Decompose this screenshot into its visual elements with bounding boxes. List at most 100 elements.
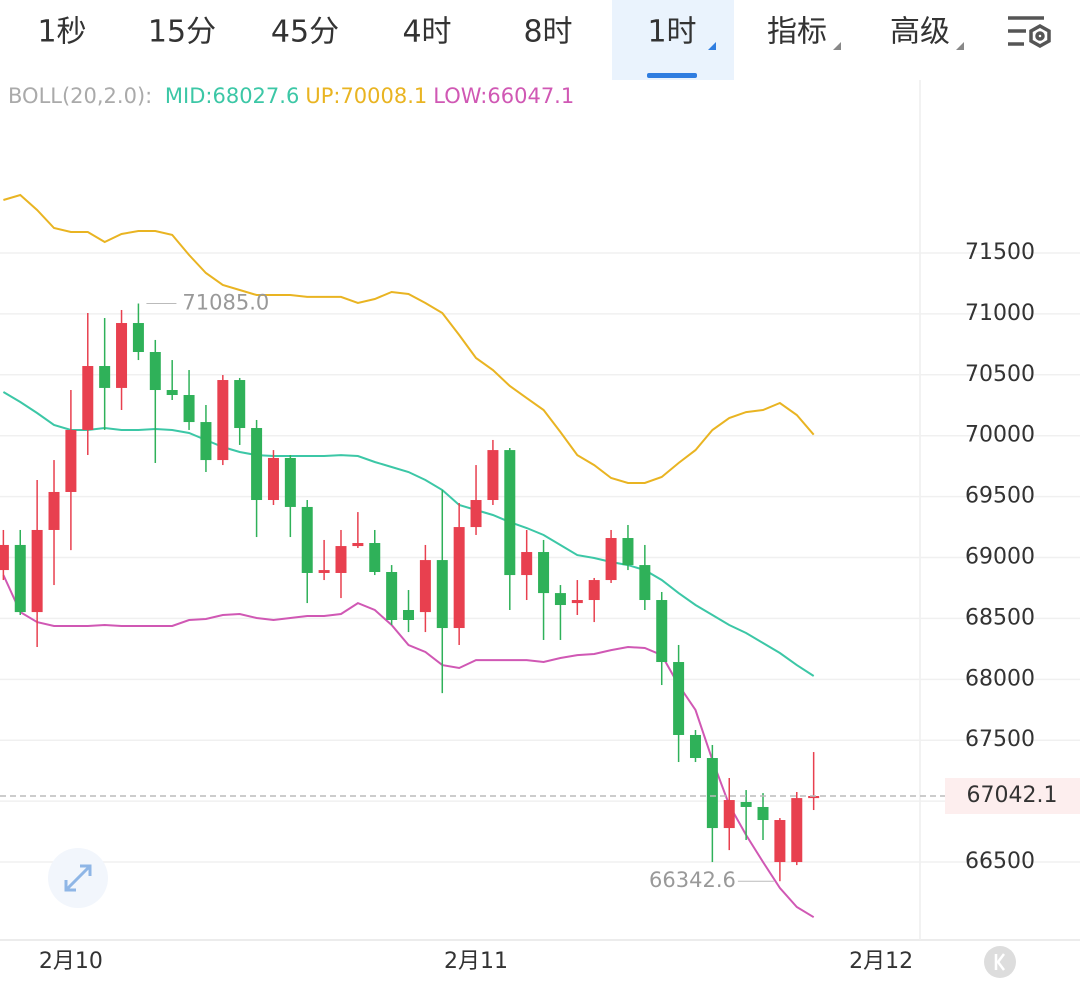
candle-body (740, 801, 752, 807)
candle-body (149, 352, 161, 391)
candle-body (82, 366, 94, 430)
candle-body (706, 758, 718, 829)
k-icon (994, 953, 1005, 971)
candle-body (639, 565, 651, 601)
candle-body (774, 820, 786, 863)
last-price-label: 67042.1 (967, 783, 1058, 808)
expand-icon (64, 864, 92, 892)
settings-icon[interactable] (1008, 16, 1051, 49)
y-tick-label: 70000 (965, 423, 1035, 448)
candle-body (453, 527, 465, 629)
candle-body (352, 543, 364, 547)
candle-body (14, 544, 26, 613)
candle-body (31, 529, 43, 613)
candle-body (808, 796, 820, 799)
x-tick-label: 2月12 (849, 949, 913, 974)
menu-caret (956, 42, 964, 50)
tab-label: 1时 (647, 15, 696, 50)
tab[interactable]: 1秒 (37, 15, 86, 50)
y-tick-label: 67500 (965, 727, 1035, 752)
candle-body (183, 395, 195, 423)
y-tick-label: 66500 (965, 849, 1035, 874)
candle-body (166, 390, 178, 396)
menu-caret (708, 42, 716, 50)
tab-label: 1秒 (37, 15, 86, 50)
candle-body (217, 380, 229, 461)
tab[interactable]: 15分 (148, 15, 216, 50)
candle-body (369, 543, 381, 573)
menu-caret (833, 42, 841, 50)
candle-body (588, 580, 600, 601)
tab-underline (647, 73, 697, 78)
tab-label: 8时 (523, 15, 572, 50)
indicator-legend: BOLL(20,2.0): MID:68027.6 UP:70008.1 LOW:6… (8, 84, 574, 108)
candle-body (386, 572, 398, 620)
tab-highlight (612, 0, 734, 80)
button-bg (984, 946, 1016, 978)
candle-body (673, 662, 685, 735)
indicator-value: UP:70008.1 (305, 84, 427, 108)
candle-body (116, 323, 128, 388)
expand-button[interactable] (48, 848, 108, 908)
y-tick-label: 68500 (965, 605, 1035, 630)
candle-body (656, 600, 668, 663)
x-tick-label: 2月11 (444, 949, 508, 974)
candle-body (48, 491, 60, 530)
candle-body (0, 544, 9, 571)
tab-label: 15分 (148, 15, 216, 50)
y-tick-label: 68000 (965, 666, 1035, 691)
tab[interactable]: 指标 (767, 15, 841, 51)
icon-dot (1035, 31, 1045, 41)
candle-body (200, 422, 212, 461)
tab-label: 45分 (271, 15, 339, 50)
tab[interactable]: 8时 (523, 15, 572, 50)
candle-body (335, 546, 347, 573)
boll-line (2, 391, 815, 677)
tab[interactable]: 高级 (890, 15, 964, 51)
candle-body (99, 366, 111, 388)
candle-body (521, 552, 533, 576)
icon-hex (1029, 23, 1051, 49)
timeframe-tabs: 1秒 15分 45分 4时 8时 1时 指标 高级 (37, 0, 964, 80)
candle-body (284, 457, 296, 507)
candle-body (403, 610, 415, 620)
max-label: 71085.0 (182, 291, 269, 315)
last-price-box (945, 778, 1080, 815)
y-tick-label: 70500 (965, 362, 1035, 387)
candle-body (487, 450, 499, 501)
indicator-value: LOW:66047.1 (433, 84, 574, 108)
tab[interactable]: 45分 (271, 15, 339, 50)
candle-body (234, 380, 246, 429)
indicator-title: BOLL(20,2.0): (8, 84, 152, 108)
y-tick-label: 71500 (965, 240, 1035, 265)
boll-line (3, 193, 815, 484)
candle-body (538, 552, 550, 594)
candle-body (436, 560, 448, 629)
y-tick-label: 69500 (965, 484, 1035, 509)
tab[interactable]: 1时 (612, 0, 734, 80)
candle-body (419, 560, 431, 613)
candle-body (605, 538, 617, 581)
candle-body (622, 538, 634, 566)
y-tick-label: 71000 (965, 301, 1035, 326)
tab-label: 指标 (767, 15, 827, 50)
candle-body (132, 323, 144, 353)
tab-label: 4时 (402, 15, 451, 50)
indicator-value: MID:68027.6 (165, 84, 299, 108)
candle-body (723, 800, 735, 829)
tab[interactable]: 4时 (402, 15, 451, 50)
candle-body (571, 600, 583, 604)
candle-body (267, 457, 279, 501)
candle-body (791, 798, 803, 863)
kline-button[interactable] (984, 946, 1016, 978)
candle-body (301, 506, 313, 573)
plot: 66500 67500 68000 68500 69000 69500 70000 70500… (0, 80, 1080, 974)
tab-label: 高级 (890, 15, 950, 50)
candle-body (251, 428, 263, 501)
candle-body (757, 806, 769, 821)
candle-body (470, 500, 482, 528)
y-tick-label: 69000 (965, 545, 1035, 570)
candle-body (504, 450, 516, 576)
